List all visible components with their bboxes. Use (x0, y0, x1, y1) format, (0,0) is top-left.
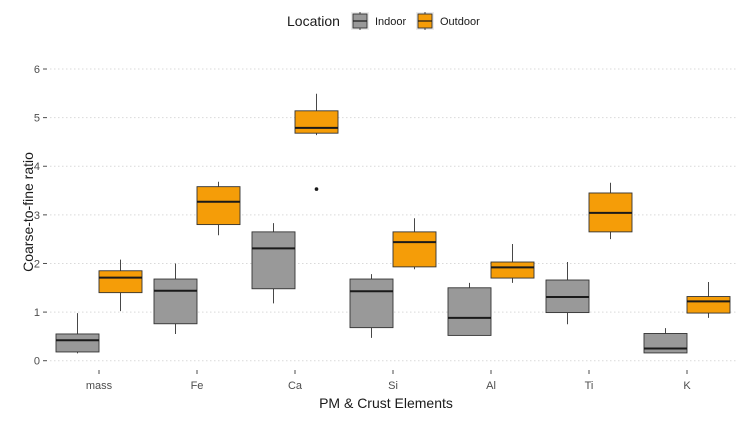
boxes (55, 93, 731, 354)
box-iqr (392, 231, 437, 268)
y-tick-label-5: 5 (34, 113, 40, 125)
y-tick-label-3: 3 (34, 210, 40, 222)
box-iqr (643, 333, 688, 354)
box-outdoor-Si (392, 218, 437, 270)
box-indoor-Fe (153, 263, 198, 334)
box-iqr (686, 296, 731, 314)
box-iqr (55, 333, 100, 353)
y-axis-ticks: 0 1 2 3 4 5 6 (34, 64, 47, 368)
y-tick-label-1: 1 (34, 307, 40, 319)
box-indoor-mass (55, 313, 100, 354)
box-outdoor-K (686, 281, 731, 318)
box-iqr (490, 261, 535, 279)
box-iqr (196, 186, 241, 226)
y-tick-label-2: 2 (34, 258, 40, 270)
box-outdoor-Fe (196, 181, 241, 236)
legend-item-outdoor: Outdoor (416, 12, 480, 30)
box-indoor-Si (349, 274, 394, 338)
box-indoor-Ti (545, 262, 590, 325)
legend-title: Location (287, 13, 340, 29)
y-axis-title: Coarse-to-fine ratio (20, 152, 36, 272)
legend-label-indoor: Indoor (375, 16, 407, 28)
box-iqr (251, 231, 296, 290)
box-outdoor-Ti (588, 182, 633, 240)
box-outdoor-mass (98, 259, 143, 312)
x-tick-label-Ti: Ti (585, 380, 594, 392)
box-outdoor-Al (490, 244, 535, 283)
y-tick-label-0: 0 (34, 356, 40, 368)
legend: Location Indoor Outdoor (287, 12, 480, 30)
x-tick-label-K: K (683, 380, 691, 392)
x-axis-title: PM & Crust Elements (319, 395, 453, 411)
x-tick-label-mass: mass (86, 380, 113, 392)
x-tick-label-Si: Si (388, 380, 398, 392)
box-indoor-Ca (251, 223, 296, 304)
box-iqr (447, 287, 492, 336)
x-tick-label-Ca: Ca (288, 380, 303, 392)
box-iqr (153, 278, 198, 325)
box-indoor-Al (447, 282, 492, 336)
legend-label-outdoor: Outdoor (440, 16, 480, 28)
outlier-point (314, 187, 319, 191)
x-tick-label-Fe: Fe (191, 380, 204, 392)
y-tick-label-6: 6 (34, 64, 40, 76)
box-indoor-K (643, 328, 688, 354)
box-iqr (294, 110, 339, 134)
x-tick-label-Al: Al (486, 380, 496, 392)
x-axis-ticks: mass Fe Ca Si Al Ti K (86, 370, 691, 392)
y-tick-label-4: 4 (34, 161, 40, 173)
box-iqr (98, 270, 143, 294)
legend-item-indoor: Indoor (351, 12, 407, 30)
box-outdoor-Ca (294, 93, 339, 191)
box-iqr (349, 278, 394, 329)
